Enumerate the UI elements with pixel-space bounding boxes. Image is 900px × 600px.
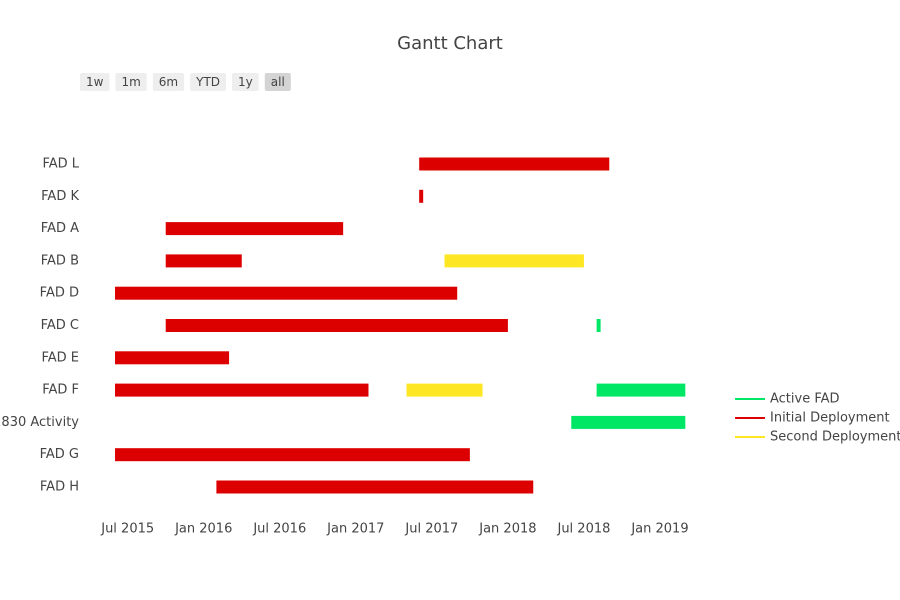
- gantt-bar: [165, 222, 344, 236]
- gantt-bar: [419, 157, 610, 171]
- gantt-bar: [115, 286, 458, 300]
- x-tick-label: Jul 2018: [556, 522, 610, 537]
- x-tick-label: Jul 2015: [100, 522, 154, 537]
- range-button-label[interactable]: 1m: [121, 75, 140, 89]
- y-tick-label: FAD B: [41, 253, 79, 268]
- y-tick-label: FAD K: [41, 189, 79, 204]
- x-tick-label: Jul 2016: [252, 522, 306, 537]
- gantt-bar: [216, 480, 534, 494]
- chart-title: Gantt Chart: [397, 33, 503, 54]
- range-button-label[interactable]: 6m: [159, 75, 178, 89]
- range-button-bg[interactable]: [264, 73, 291, 91]
- gantt-bar: [406, 383, 483, 397]
- x-tick-label: Jul 2017: [404, 522, 458, 537]
- range-button-label[interactable]: YTD: [195, 75, 220, 89]
- y-tick-label: FAD D: [40, 286, 79, 301]
- x-tick-label: Jan 2019: [630, 522, 688, 537]
- range-button-label[interactable]: 1w: [86, 75, 104, 89]
- gantt-bar: [596, 319, 601, 332]
- x-tick-label: Jan 2016: [174, 522, 232, 537]
- legend-label: Second Deployment: [770, 430, 900, 445]
- gantt-bar: [115, 351, 230, 365]
- range-button-label[interactable]: all: [271, 75, 285, 89]
- gantt-bar: [571, 415, 686, 429]
- range-button-bg[interactable]: [190, 73, 227, 91]
- legend-label: Active FAD: [770, 392, 840, 407]
- range-button[interactable]: 1w: [80, 73, 110, 91]
- range-button-label[interactable]: 1y: [238, 75, 253, 89]
- legend-label: Initial Deployment: [770, 411, 890, 426]
- y-tick-label: 2830 Activity: [0, 415, 79, 430]
- gantt-bar: [165, 254, 242, 268]
- range-button-bg[interactable]: [115, 73, 147, 91]
- range-button[interactable]: 1y: [232, 73, 259, 91]
- y-tick-label: FAD F: [42, 383, 79, 398]
- y-tick-label: FAD A: [41, 221, 79, 236]
- x-tick-label: Jan 2017: [326, 522, 384, 537]
- range-button[interactable]: 6m: [152, 73, 185, 91]
- gantt-bar: [165, 319, 508, 332]
- gantt-bar: [419, 189, 424, 203]
- y-tick-label: FAD L: [42, 157, 79, 172]
- range-button-bg[interactable]: [80, 73, 110, 91]
- y-tick-label: FAD E: [41, 350, 79, 365]
- range-button[interactable]: YTD: [190, 73, 227, 91]
- y-tick-label: FAD H: [40, 480, 79, 495]
- range-button-bg[interactable]: [232, 73, 259, 91]
- range-button-bg[interactable]: [152, 73, 185, 91]
- y-tick-label: FAD G: [40, 447, 79, 462]
- range-button[interactable]: 1m: [115, 73, 147, 91]
- gantt-bar: [444, 254, 584, 268]
- x-tick-label: Jan 2018: [478, 522, 536, 537]
- range-button[interactable]: all: [264, 73, 291, 91]
- y-tick-label: FAD C: [41, 318, 79, 333]
- gantt-bar: [115, 383, 369, 397]
- gantt-bar: [115, 448, 470, 462]
- gantt-bar: [596, 383, 686, 397]
